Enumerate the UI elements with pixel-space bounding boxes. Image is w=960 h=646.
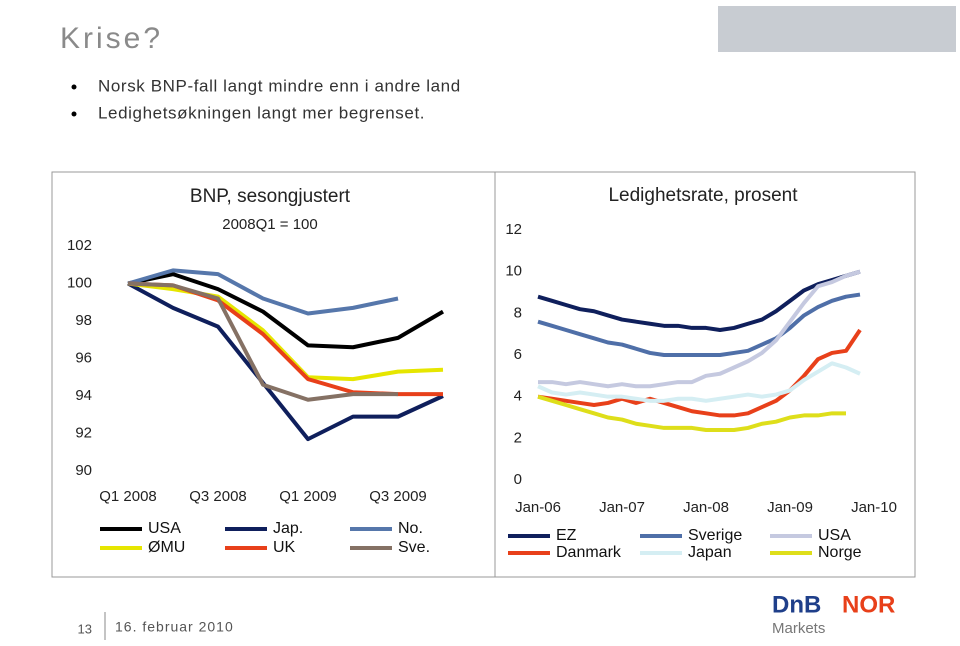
x-tick-label: Jan-08: [683, 499, 729, 516]
bullet-dot: [71, 84, 77, 90]
data-line: [127, 281, 444, 442]
data-line: [537, 328, 862, 418]
y-tick-label: 8: [514, 304, 522, 321]
y-tick-label: 98: [75, 312, 92, 329]
logo-sub: Markets: [772, 620, 825, 637]
chart-frame: [51, 171, 916, 578]
legend-label: Sverige: [688, 527, 742, 544]
data-line: [537, 394, 846, 432]
legend-label: No.: [398, 520, 423, 537]
data-line: [537, 269, 861, 332]
legend-label: UK: [273, 539, 296, 556]
y-tick-label: 90: [75, 462, 92, 479]
logo-part: NOR: [842, 591, 895, 618]
legend-label: USA: [148, 520, 181, 537]
legend-label: ØMU: [148, 539, 185, 556]
y-tick-label: 0: [514, 471, 522, 488]
x-tick-label: Q3 2009: [369, 488, 427, 505]
bullet-dot: [71, 111, 77, 117]
x-tick-label: Jan-09: [767, 499, 813, 516]
y-tick-label: 102: [67, 237, 92, 254]
x-tick-label: Jan-06: [515, 499, 561, 516]
legend-label: Norge: [818, 544, 862, 561]
legend-label: EZ: [556, 527, 577, 544]
slide-title: Krise?: [60, 22, 163, 55]
footer-date: 16. februar 2010: [115, 619, 234, 635]
chart-title: BNP, sesongjustert: [190, 186, 351, 207]
x-tick-label: Q1 2008: [99, 488, 157, 505]
legend-label: USA: [818, 527, 851, 544]
data-line: [127, 281, 398, 402]
x-tick-label: Jan-07: [599, 499, 645, 516]
y-tick-label: 2: [514, 429, 522, 446]
y-tick-label: 6: [514, 346, 522, 363]
data-line: [127, 272, 445, 350]
x-tick-label: Jan-10: [851, 499, 897, 516]
y-tick-label: 92: [75, 424, 92, 441]
x-tick-label: Q3 2008: [189, 488, 247, 505]
legend-label: Danmark: [556, 544, 622, 561]
data-line: [537, 361, 861, 403]
x-tick-label: Q1 2009: [279, 488, 337, 505]
bullet: Ledighetsøkningen langt mer begrenset.: [98, 103, 425, 122]
chart-title: Ledighetsrate, prosent: [608, 185, 798, 206]
y-tick-label: 94: [75, 387, 92, 404]
y-tick-label: 96: [75, 349, 92, 366]
chart-subtitle: 2008Q1 = 100: [222, 216, 318, 233]
y-tick-label: 10: [505, 263, 522, 280]
legend-label: Jap.: [273, 520, 303, 537]
logo-part: DnB: [772, 591, 821, 618]
header-image: [718, 6, 956, 52]
y-tick-label: 12: [505, 221, 522, 238]
bullet: Norsk BNP-fall langt mindre enn i andre …: [98, 76, 461, 95]
y-tick-label: 4: [514, 388, 522, 405]
page-number: 13: [78, 621, 92, 636]
legend-label: Japan: [688, 544, 732, 561]
data-line: [127, 268, 399, 316]
data-line: [538, 269, 861, 389]
data-line: [537, 292, 861, 357]
y-tick-label: 100: [67, 274, 92, 291]
legend-label: Sve.: [398, 539, 430, 556]
